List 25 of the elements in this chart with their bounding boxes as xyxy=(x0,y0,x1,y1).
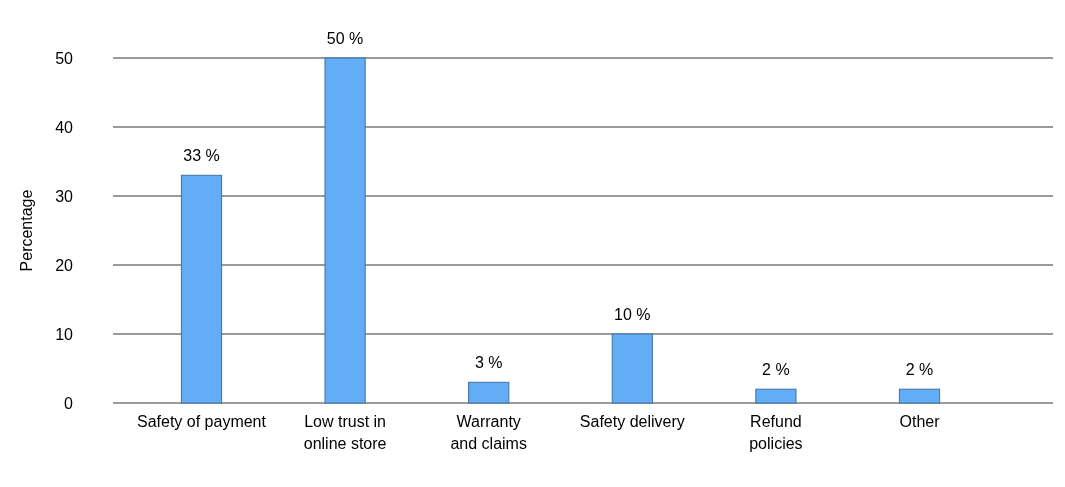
bar xyxy=(898,388,941,404)
y-tick-label: 20 xyxy=(55,256,74,274)
bar xyxy=(324,57,366,404)
y-tick-label: 0 xyxy=(64,394,74,412)
y-tick-label: 40 xyxy=(55,118,74,136)
x-tick-label: Warranty and claims xyxy=(450,413,527,452)
x-tick-label: Safety of payment xyxy=(137,413,267,430)
data-label: 3 % xyxy=(474,354,503,372)
y-tick-label: 50 xyxy=(55,49,74,67)
bar xyxy=(468,381,510,404)
x-tick-label: Refund policies xyxy=(749,413,803,452)
y-tick-label: 30 xyxy=(55,187,74,205)
x-tick-label: Safety delivery xyxy=(579,413,685,430)
bar xyxy=(611,333,653,404)
y-axis-title: Percentage xyxy=(18,189,35,272)
data-label: 2 % xyxy=(905,361,934,379)
x-tick-label: Other xyxy=(899,413,941,430)
data-label: 50 % xyxy=(326,30,364,47)
data-label: 33 % xyxy=(183,147,220,165)
data-label: 10 % xyxy=(614,306,651,323)
data-label: 2 % xyxy=(762,361,790,379)
y-tick-label: 10 xyxy=(55,325,74,343)
bar xyxy=(180,174,223,404)
bar xyxy=(755,388,797,404)
x-tick-label: Low trust in online store xyxy=(303,413,387,452)
